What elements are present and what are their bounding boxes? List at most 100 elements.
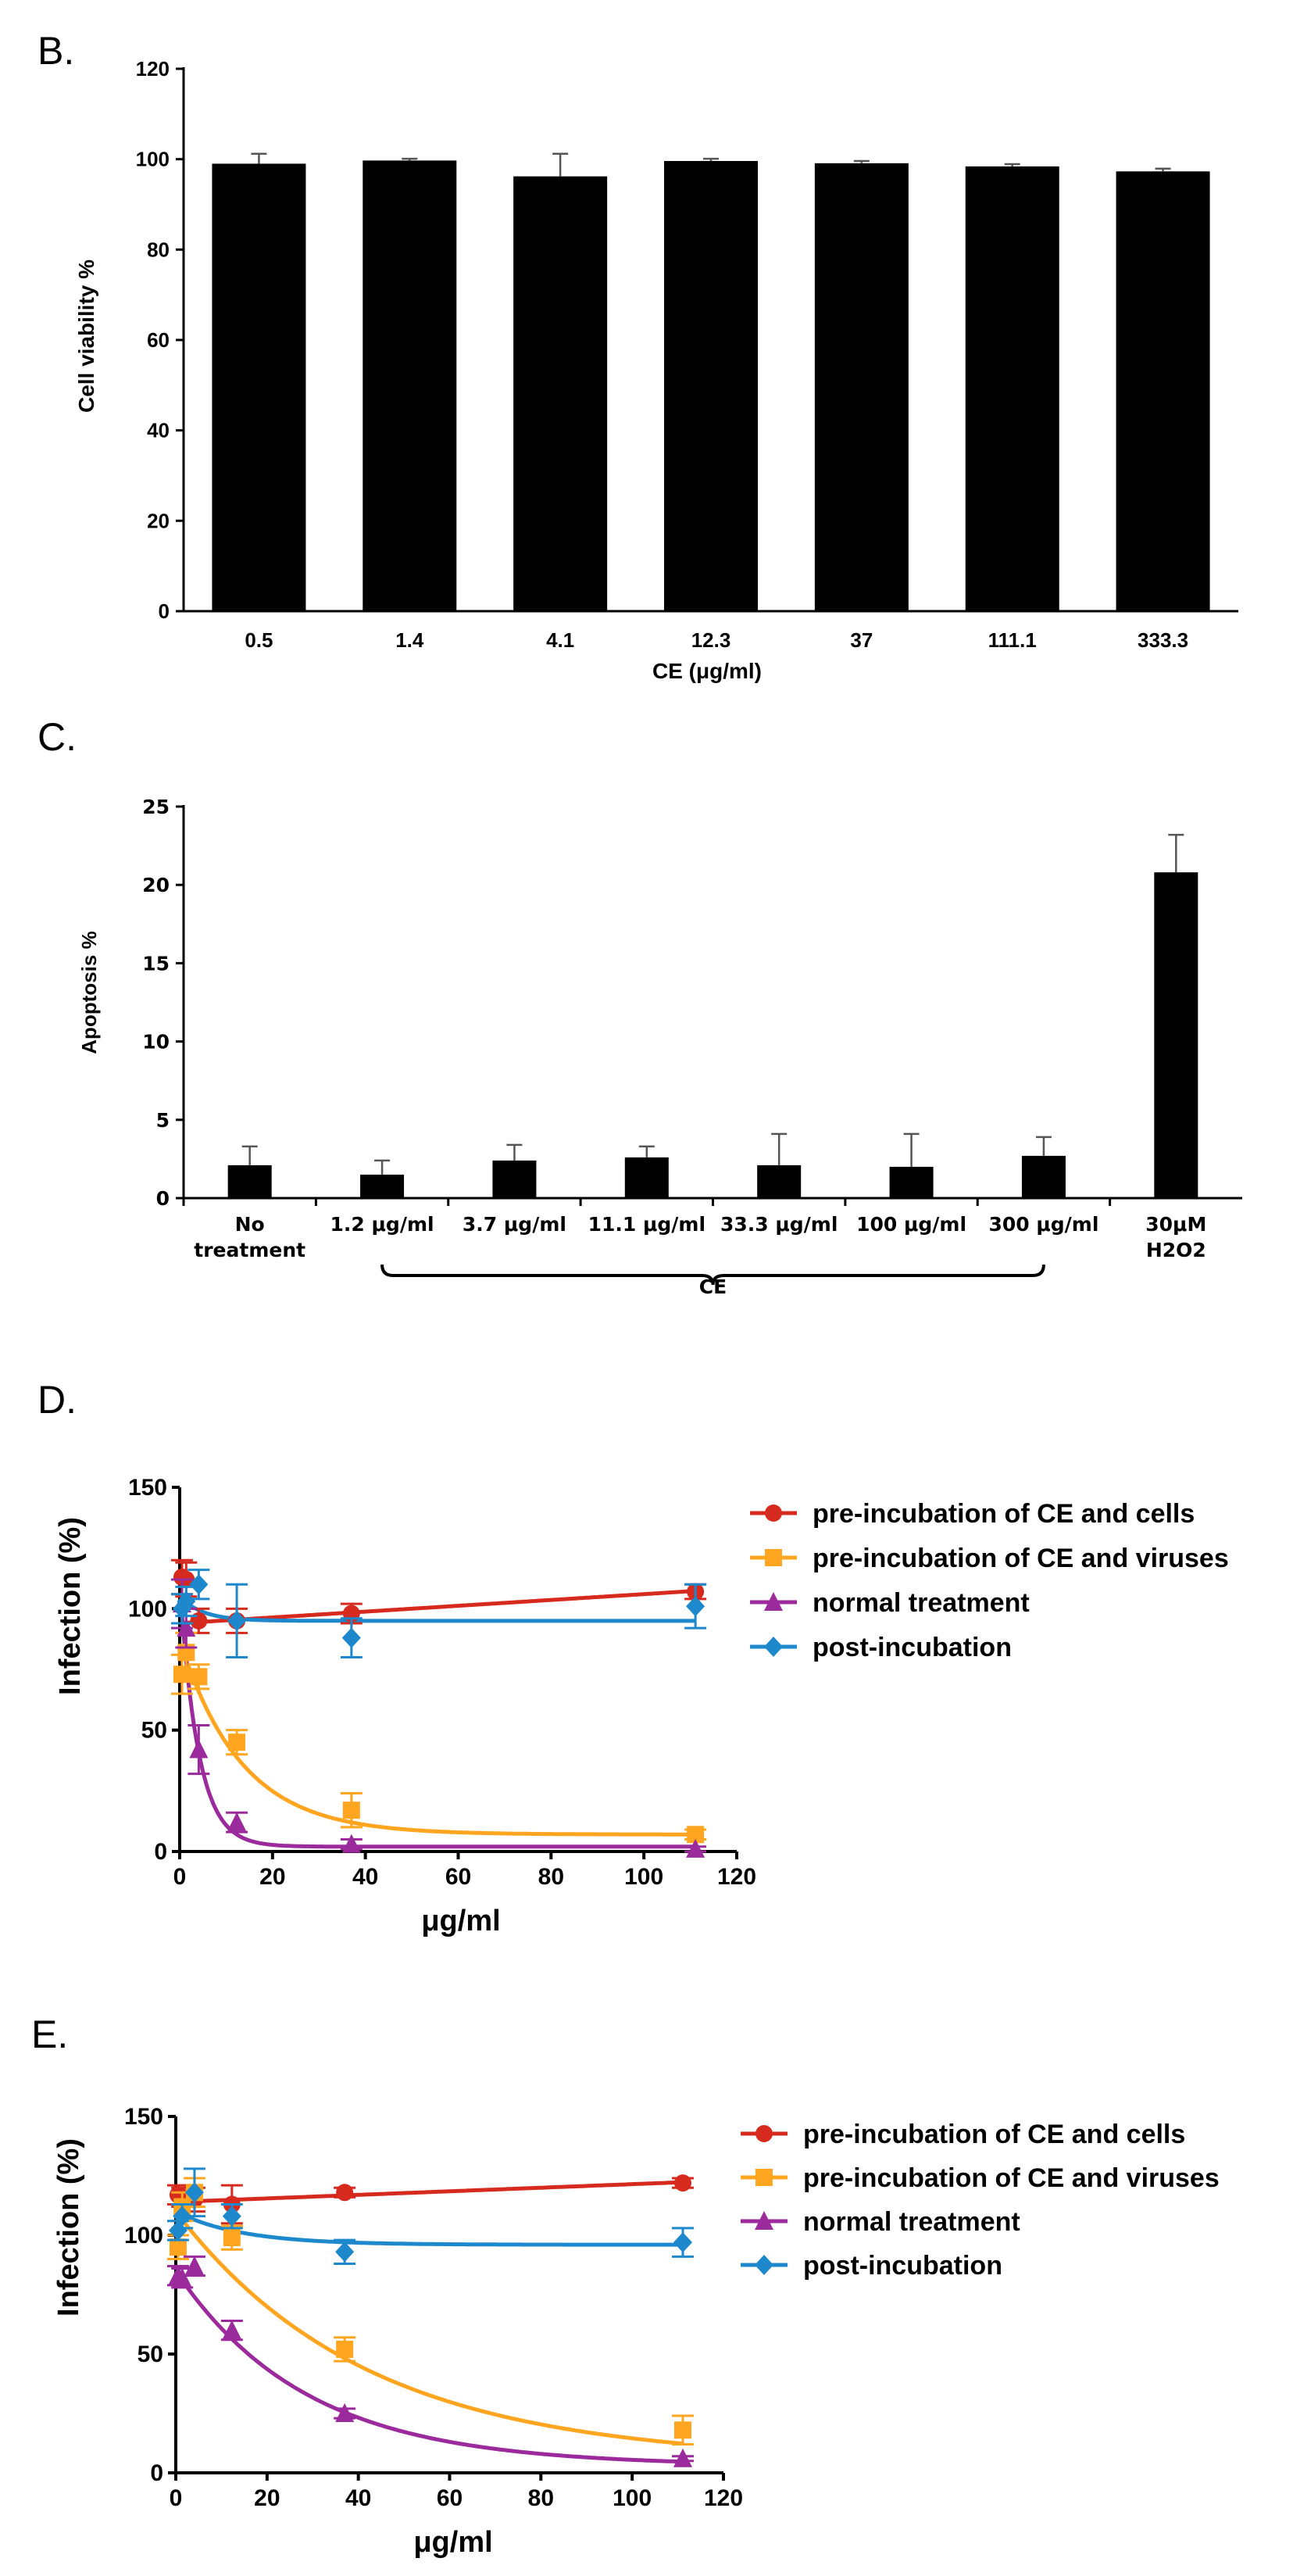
data-point-square	[765, 1549, 782, 1566]
panel-e-label: E.	[31, 2012, 68, 2056]
bar	[664, 160, 758, 612]
bar	[360, 1174, 405, 1198]
panel-d-infection-chart: D. 0 50 100 150 0 20 40 60 80 100 120 pre-incubati…	[38, 1378, 1229, 1937]
data-point-square	[674, 2421, 692, 2439]
x-tick-label: 20	[254, 2485, 280, 2511]
panel-d-fit-curves	[179, 1589, 696, 1849]
data-point-circle	[755, 2125, 773, 2142]
y-tick-label: 15	[142, 952, 170, 975]
panel-d-axes: 0 50 100 150 0 20 40 60 80 100 120	[128, 1475, 756, 1890]
y-tick-label: 40	[147, 419, 170, 442]
data-point-square	[342, 1801, 360, 1819]
panel-d-legend: pre-incubation of CE and cells pre-incuba…	[750, 1499, 1229, 1662]
x-tick-label: 100	[613, 2485, 652, 2511]
panel-b-xlabel: CE (μg/ml)	[652, 659, 762, 683]
bar	[1154, 872, 1198, 1198]
x-tick-label: 40	[352, 1864, 378, 1890]
panel-c-ce-bracket	[380, 1264, 1045, 1286]
y-tick-label: 100	[136, 148, 170, 171]
data-point-triangle	[673, 2448, 693, 2467]
fit-curve	[179, 1603, 696, 1849]
data-point-square	[173, 1665, 191, 1683]
data-point-diamond	[173, 2206, 192, 2227]
data-point-square	[687, 1826, 705, 1844]
legend-label: post-incubation	[803, 2251, 1002, 2281]
y-tick-label: 120	[136, 57, 170, 80]
bar	[513, 176, 608, 612]
y-tick-label: 25	[142, 796, 170, 818]
fit-curve	[177, 2180, 684, 2204]
y-tick-label: 150	[128, 1475, 167, 1501]
data-point-square	[169, 2238, 187, 2256]
y-tick-label: 5	[156, 1109, 170, 1132]
x-tick-label: 120	[704, 2485, 743, 2511]
x-tick-label: 4.1	[546, 628, 574, 652]
data-point-triangle	[335, 2403, 355, 2422]
x-tick-label: 40	[345, 2485, 371, 2511]
data-point-triangle	[222, 2320, 241, 2339]
y-tick-label: 100	[128, 1596, 167, 1622]
panel-d-points	[170, 1558, 707, 1858]
fit-curve	[180, 1596, 696, 1623]
x-tick-label: 120	[717, 1864, 756, 1890]
x-tick-label: 12.3	[691, 628, 731, 652]
panel-e-points	[166, 2167, 695, 2467]
data-point-triangle	[341, 1834, 361, 1853]
y-tick-label: 100	[124, 2223, 163, 2249]
x-tick-label: 60	[437, 2485, 463, 2511]
y-tick-label: 0	[154, 1839, 167, 1865]
legend-label: post-incubation	[813, 1633, 1012, 1662]
bar	[889, 1166, 934, 1198]
legend-label: pre-incubation of CE and viruses	[803, 2163, 1220, 2193]
data-point-triangle	[173, 2267, 192, 2287]
x-tick-label: 111.1	[988, 628, 1037, 652]
x-tick-label: H2O2	[1146, 1239, 1206, 1261]
x-tick-label: 1.4	[395, 628, 424, 652]
panel-d-label: D.	[38, 1378, 77, 1422]
legend-label: normal treatment	[813, 1588, 1030, 1618]
bar	[965, 166, 1059, 612]
y-tick-label: 10	[142, 1031, 170, 1054]
y-tick-label: 50	[138, 2342, 163, 2367]
panel-c-ylabel: Apoptosis %	[77, 931, 101, 1054]
data-point-diamond	[335, 2241, 355, 2263]
x-tick-label: No	[235, 1213, 265, 1236]
data-point-diamond	[184, 2182, 204, 2203]
legend-label: normal treatment	[803, 2207, 1020, 2237]
data-point-diamond	[222, 2206, 241, 2227]
panel-b-viability-chart: B. 0 20 40 60 80 100 120 0.5 1.4 4.1 12.3 37 111.1 33…	[38, 29, 1238, 683]
panel-c-bars	[227, 833, 1198, 1198]
data-point-diamond	[673, 2232, 693, 2253]
panel-e-legend: pre-incubation of CE and cells pre-incuba…	[741, 2120, 1220, 2281]
data-point-triangle	[189, 1739, 209, 1758]
y-tick-label: 0	[156, 1187, 170, 1210]
y-tick-label: 60	[147, 328, 170, 352]
data-point-diamond	[686, 1596, 705, 1617]
x-tick-label: 3.7 μg/ml	[463, 1213, 566, 1236]
panel-e-axes: 0 50 100 150 0 20 40 60 80 100 120	[124, 2104, 743, 2511]
bar	[814, 163, 909, 611]
panel-d-xlabel: μg/ml	[421, 1905, 500, 1937]
panel-c-bracket-label: CE	[699, 1275, 727, 1298]
data-point-diamond	[189, 1574, 209, 1595]
legend-label: pre-incubation of CE and viruses	[813, 1544, 1229, 1573]
fit-curve	[175, 2212, 684, 2446]
fit-curve	[179, 1644, 696, 1837]
legend-label: pre-incubation of CE and cells	[813, 1499, 1195, 1529]
y-tick-label: 150	[124, 2104, 163, 2130]
bar	[1116, 171, 1210, 611]
x-tick-label: 100	[624, 1864, 663, 1890]
bar	[1021, 1155, 1066, 1198]
panel-c-label: C.	[38, 715, 77, 759]
data-point-square	[336, 2340, 354, 2358]
panel-c-apoptosis-chart: C. 0 5 10 15 20 25 No treatment 1.2 μg/ml 3.7 μg/…	[38, 715, 1242, 1298]
data-point-triangle	[227, 1812, 247, 1831]
x-tick-label: 1.2 μg/ml	[330, 1213, 434, 1236]
x-tick-label: 0.5	[245, 628, 273, 652]
x-tick-label: 100 μg/ml	[856, 1213, 966, 1236]
x-tick-label: 33.3 μg/ml	[720, 1213, 838, 1236]
x-tick-label: 300 μg/ml	[988, 1213, 1098, 1236]
data-point-diamond	[177, 1591, 196, 1612]
data-point-square	[190, 1668, 208, 1686]
